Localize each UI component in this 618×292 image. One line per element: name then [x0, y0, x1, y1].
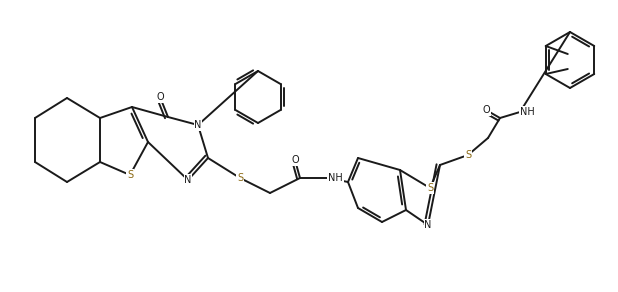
Text: N: N: [184, 175, 192, 185]
Text: O: O: [291, 155, 299, 165]
Text: S: S: [465, 150, 471, 160]
Text: S: S: [427, 183, 433, 193]
Text: S: S: [127, 170, 133, 180]
Text: O: O: [482, 105, 490, 115]
Text: N: N: [194, 120, 201, 130]
Text: S: S: [237, 173, 243, 183]
Text: NH: NH: [520, 107, 535, 117]
Text: O: O: [156, 92, 164, 102]
Text: NH: NH: [328, 173, 343, 183]
Text: N: N: [425, 220, 432, 230]
